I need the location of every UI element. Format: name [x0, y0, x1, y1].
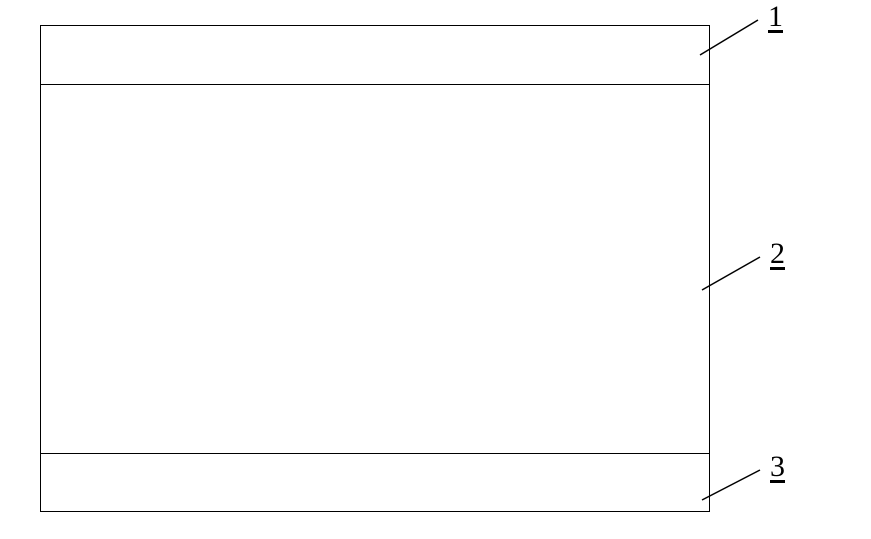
leader-lines: [0, 0, 871, 539]
label-1: 1: [768, 0, 783, 34]
label-2: 2: [770, 237, 785, 271]
label-3: 3: [770, 450, 785, 484]
